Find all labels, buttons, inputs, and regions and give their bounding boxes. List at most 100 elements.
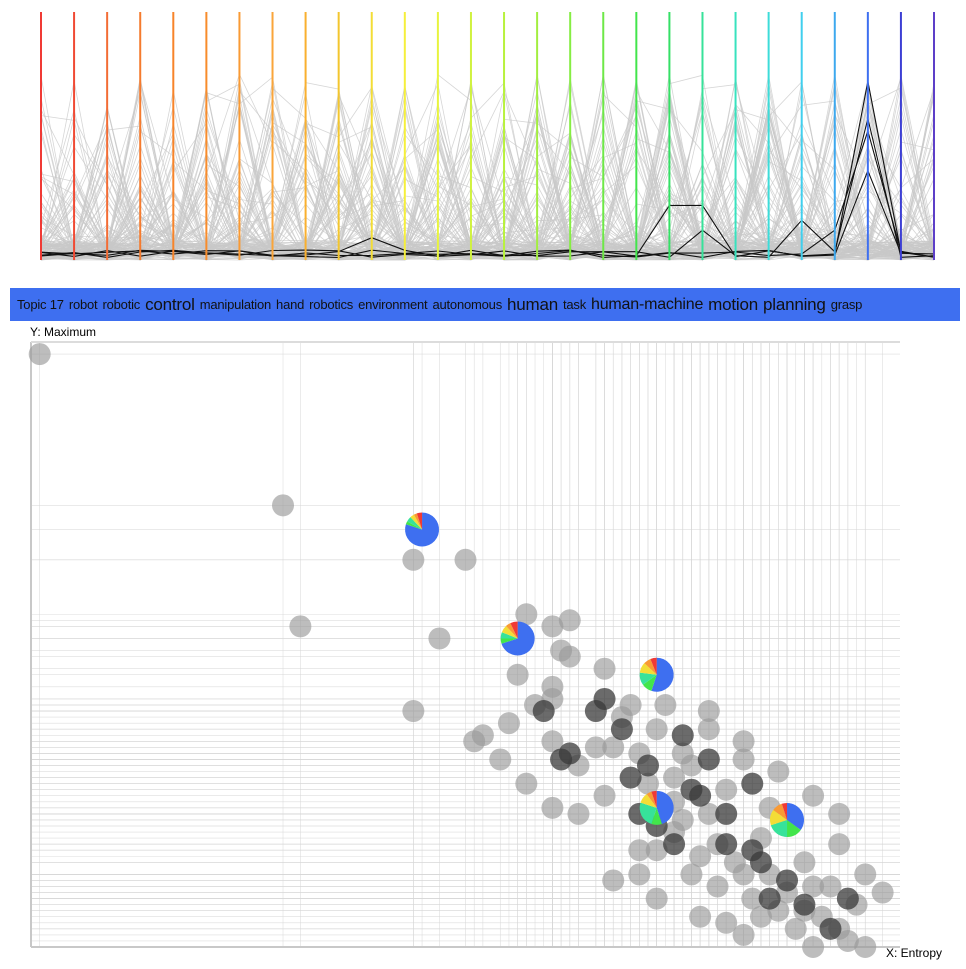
pie-slice xyxy=(651,807,662,825)
data-point xyxy=(819,875,842,898)
polyline xyxy=(40,74,935,261)
data-point-dark xyxy=(697,748,720,771)
parallel-coordinates-plot xyxy=(40,12,935,262)
data-point xyxy=(645,718,668,741)
highlighted-polyline xyxy=(40,169,935,258)
pie-slice xyxy=(416,512,423,530)
data-point xyxy=(871,881,894,904)
topic-keyword-bar[interactable]: Topic 17 robot robotic control manipulation h… xyxy=(10,288,960,321)
polyline xyxy=(40,78,935,261)
data-point xyxy=(663,766,686,789)
topic-keyword[interactable]: human xyxy=(507,295,558,314)
data-point xyxy=(497,712,520,735)
polyline xyxy=(40,154,935,261)
topic-keyword[interactable]: task xyxy=(562,297,587,312)
data-point-dark xyxy=(776,869,799,892)
data-point xyxy=(289,615,312,638)
data-point-dark xyxy=(532,700,555,723)
background-polylines xyxy=(40,73,935,262)
data-point xyxy=(715,778,738,801)
topic-keyword[interactable]: planning xyxy=(763,295,826,314)
pie-slice xyxy=(642,674,657,691)
data-point xyxy=(741,887,764,910)
topic-keyword[interactable]: hand xyxy=(276,297,305,312)
pie-slice xyxy=(405,521,423,530)
pie-slice xyxy=(650,657,657,675)
data-points xyxy=(28,343,894,958)
pie-slice xyxy=(500,632,518,639)
data-point xyxy=(784,917,807,940)
pie-slice xyxy=(500,638,518,644)
data-point-dark xyxy=(741,839,764,862)
pie-slice xyxy=(639,663,657,675)
topic-label[interactable]: Topic 17 xyxy=(17,297,64,312)
topic-keyword[interactable]: human-machine xyxy=(591,295,704,313)
data-point xyxy=(828,802,851,825)
data-point xyxy=(836,929,859,952)
data-point xyxy=(802,784,825,807)
data-point xyxy=(767,760,790,783)
data-point xyxy=(567,802,590,825)
pie-glyph xyxy=(770,802,805,837)
polyline xyxy=(40,112,935,260)
data-point xyxy=(454,548,477,571)
data-point-dark xyxy=(793,893,816,916)
data-point-dark xyxy=(741,772,764,795)
data-point xyxy=(732,748,755,771)
pie-slice xyxy=(405,512,440,547)
topic-keyword[interactable]: robotics xyxy=(309,297,354,312)
polyline xyxy=(40,83,935,260)
pie-slice xyxy=(501,621,535,656)
pie-slice xyxy=(646,791,657,808)
pie-slice xyxy=(781,802,788,820)
data-point xyxy=(558,609,581,632)
pie-slice xyxy=(413,513,423,530)
pie-glyph xyxy=(639,657,674,692)
data-point xyxy=(428,627,451,650)
topic-keyword[interactable]: autonomous xyxy=(432,297,502,312)
data-point-dark xyxy=(689,784,712,807)
data-point xyxy=(558,645,581,668)
highlighted-polylines xyxy=(40,81,935,259)
pie-slice xyxy=(640,794,657,808)
polyline xyxy=(40,75,935,261)
polyline xyxy=(40,131,935,261)
data-point xyxy=(402,548,425,571)
pie-slice xyxy=(407,517,423,530)
topic-keyword[interactable]: robot xyxy=(68,297,98,312)
data-point-dark xyxy=(610,718,633,741)
data-point xyxy=(715,911,738,934)
data-point xyxy=(697,718,720,741)
data-point xyxy=(680,754,703,777)
pie-slice xyxy=(773,803,788,820)
data-point xyxy=(272,494,295,517)
topic-keyword[interactable]: grasp xyxy=(830,297,863,312)
data-point xyxy=(628,863,651,886)
data-point xyxy=(489,748,512,771)
pie-slice xyxy=(787,819,801,837)
data-point xyxy=(828,833,851,856)
data-point xyxy=(706,875,729,898)
data-point xyxy=(749,905,772,928)
data-point-dark xyxy=(671,724,694,747)
pie-slice xyxy=(770,809,788,826)
pie-slice xyxy=(639,802,657,825)
topic-keyword[interactable]: control xyxy=(145,295,195,314)
pie-glyphs xyxy=(405,512,805,837)
data-point xyxy=(802,936,825,958)
data-point xyxy=(541,796,564,819)
topic-keyword[interactable]: manipulation xyxy=(199,297,272,312)
topic-keyword[interactable]: robotic xyxy=(102,297,141,312)
pie-slice xyxy=(501,626,518,639)
y-axis-label: Y: Maximum xyxy=(30,325,97,339)
pie-slice xyxy=(656,790,674,825)
data-point xyxy=(628,839,651,862)
data-point xyxy=(645,887,668,910)
pie-slice xyxy=(510,621,518,639)
data-point-dark xyxy=(550,748,573,771)
data-point-dark xyxy=(836,887,859,910)
scatter-plot[interactable] xyxy=(0,322,966,969)
topic-keyword[interactable]: motion xyxy=(708,295,758,314)
topic-keyword[interactable]: environment xyxy=(358,297,428,312)
data-point xyxy=(793,851,816,874)
